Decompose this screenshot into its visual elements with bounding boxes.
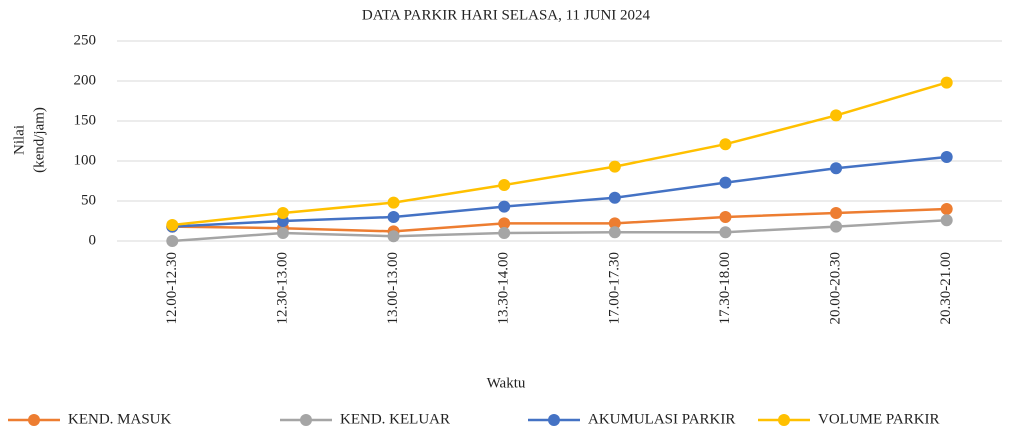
data-point <box>498 227 511 239</box>
data-point <box>830 207 843 219</box>
x-tick-label: 17.30-18.00 <box>717 252 733 325</box>
data-point <box>608 160 621 173</box>
x-tick-label: 17.00-17.30 <box>606 252 622 325</box>
x-tick-label: 12.00-12.30 <box>164 252 180 325</box>
y-tick-label: 100 <box>74 152 97 168</box>
data-point <box>276 227 289 239</box>
legend-label: KEND. MASUK <box>68 411 172 427</box>
data-point <box>830 109 843 122</box>
data-point <box>498 200 511 213</box>
y-tick-label: 50 <box>81 192 96 208</box>
legend-label: VOLUME PARKIR <box>818 411 940 427</box>
x-tick-label: 20.00-20.30 <box>828 252 844 325</box>
y-axis-title: (kend/jam) <box>31 107 47 173</box>
data-point <box>608 191 621 204</box>
data-point <box>166 219 179 231</box>
data-point <box>608 226 621 239</box>
data-point <box>940 151 953 163</box>
x-axis-title: Waktu <box>487 375 526 391</box>
data-point <box>387 230 400 243</box>
legend-marker <box>548 414 560 426</box>
data-point <box>498 217 511 230</box>
data-point <box>719 211 732 223</box>
data-point <box>387 196 400 209</box>
series-line <box>172 218 947 243</box>
y-tick-label: 0 <box>89 232 97 248</box>
x-tick-label: 13.30-14.00 <box>496 252 512 325</box>
y-tick-label: 200 <box>74 72 97 88</box>
legend-label: AKUMULASI PARKIR <box>588 411 735 427</box>
series-line <box>172 155 947 228</box>
x-tick-label: 13.00-13.00 <box>385 252 401 325</box>
legend-marker <box>300 414 312 426</box>
data-point <box>830 220 843 233</box>
data-point <box>387 211 400 223</box>
y-tick-label: 150 <box>74 112 97 128</box>
legend-marker <box>778 414 790 426</box>
legend-label: KEND. KELUAR <box>340 411 450 427</box>
data-point <box>830 162 843 175</box>
data-point <box>940 214 953 227</box>
y-tick-label: 250 <box>74 32 97 48</box>
data-point <box>940 76 953 89</box>
chart-title: DATA PARKIR HARI SELASA, 11 JUNI 2024 <box>362 7 651 23</box>
y-axis-title: Nilai <box>11 125 27 155</box>
x-tick-label: 20.30-21.00 <box>938 252 954 325</box>
data-point <box>166 235 179 247</box>
data-point <box>719 226 732 239</box>
legend-marker <box>28 414 40 426</box>
data-point <box>608 217 621 230</box>
x-tick-label: 12.30-13.00 <box>274 252 290 325</box>
data-point <box>498 179 511 191</box>
series-line <box>172 81 948 227</box>
data-point <box>719 138 732 151</box>
data-point <box>276 207 289 219</box>
data-point <box>719 176 732 189</box>
series-line <box>172 207 947 233</box>
data-point <box>940 203 953 215</box>
